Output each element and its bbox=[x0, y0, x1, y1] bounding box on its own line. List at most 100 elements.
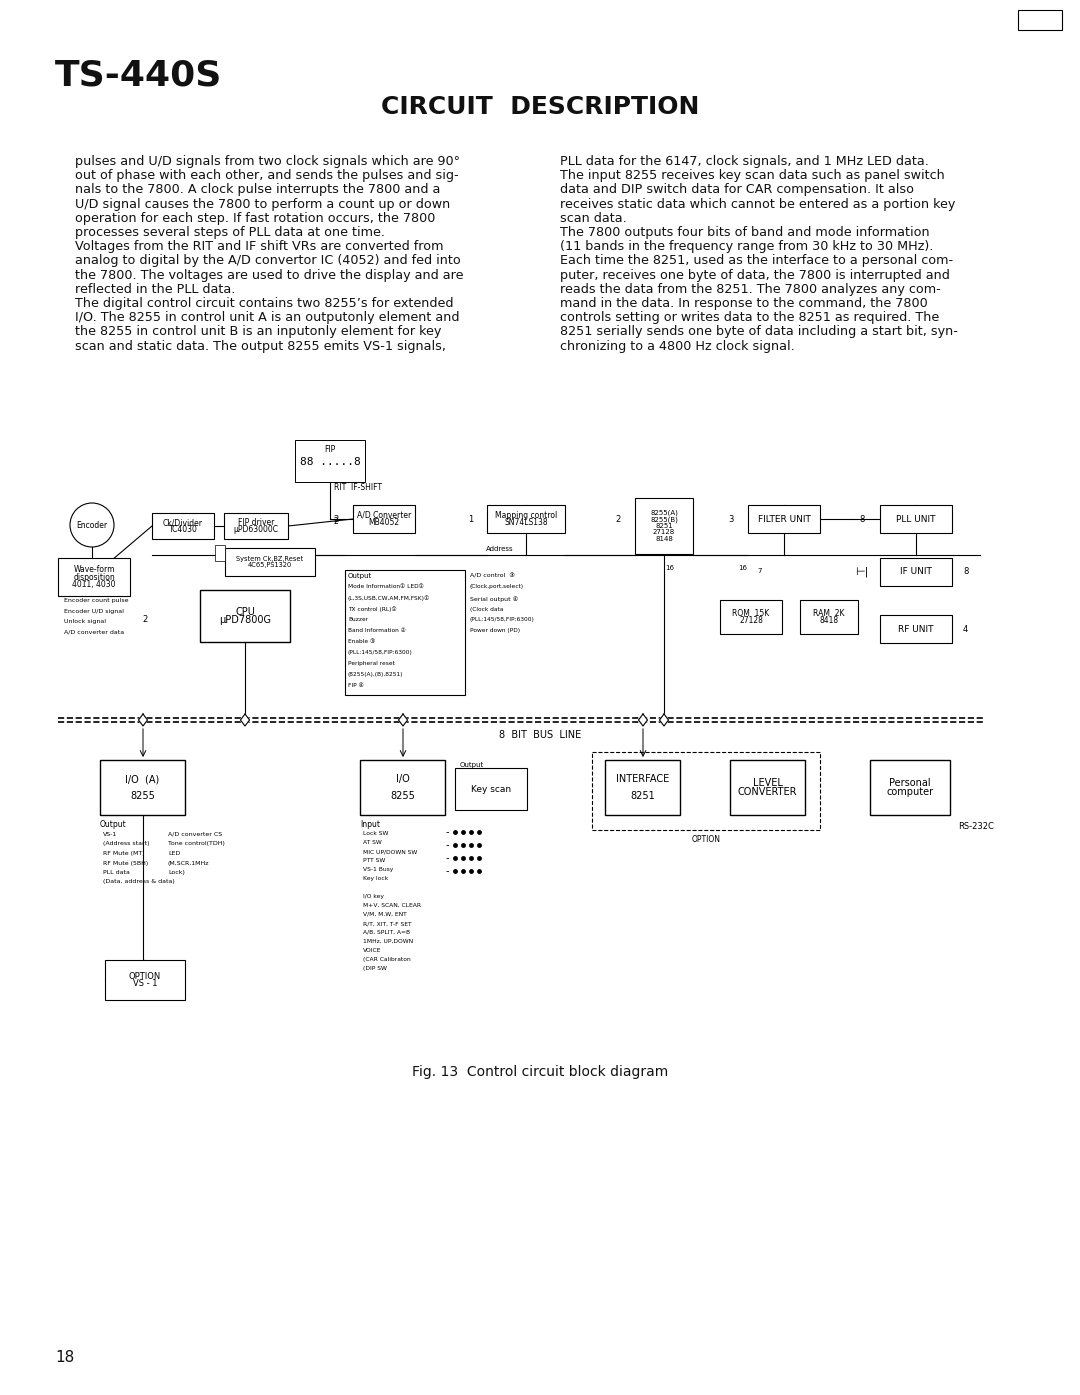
Text: OPTION: OPTION bbox=[129, 972, 161, 981]
Bar bbox=[487, 505, 565, 533]
Text: A/D Converter: A/D Converter bbox=[356, 511, 411, 520]
Text: 4: 4 bbox=[963, 625, 969, 633]
Text: OPTION: OPTION bbox=[691, 836, 720, 844]
Text: (CAR Calibraton: (CAR Calibraton bbox=[363, 957, 410, 963]
Text: VS - 1: VS - 1 bbox=[133, 979, 158, 988]
Text: Encoder U/D signal: Encoder U/D signal bbox=[64, 608, 124, 614]
Text: I/O key: I/O key bbox=[363, 894, 383, 898]
Text: RAM  2K: RAM 2K bbox=[813, 610, 845, 618]
Text: (PLL:145/58,FIP:6300): (PLL:145/58,FIP:6300) bbox=[348, 650, 413, 656]
Text: reflected in the PLL data.: reflected in the PLL data. bbox=[75, 283, 235, 296]
Text: FILTER UNIT: FILTER UNIT bbox=[757, 515, 810, 523]
Text: Peripheral reset: Peripheral reset bbox=[348, 661, 395, 665]
Text: MIC UP/DOWN SW: MIC UP/DOWN SW bbox=[363, 850, 417, 854]
Text: A/B, SPLIT, A=B: A/B, SPLIT, A=B bbox=[363, 930, 410, 935]
Text: CPU: CPU bbox=[235, 607, 255, 617]
Text: mand in the data. In response to the command, the 7800: mand in the data. In response to the com… bbox=[561, 297, 928, 310]
Text: (11 bands in the frequency range from 30 kHz to 30 MHz).: (11 bands in the frequency range from 30… bbox=[561, 240, 933, 254]
Text: -: - bbox=[445, 866, 449, 876]
Bar bbox=[345, 571, 465, 695]
Text: LED: LED bbox=[168, 851, 180, 857]
Text: ⊢|: ⊢| bbox=[855, 566, 868, 578]
Text: VOICE: VOICE bbox=[363, 949, 381, 953]
Bar bbox=[360, 760, 445, 815]
Text: the 8255 in control unit B is an inputonly element for key: the 8255 in control unit B is an inputon… bbox=[75, 325, 442, 339]
Bar bbox=[748, 505, 820, 533]
Text: Ck/Divider: Ck/Divider bbox=[163, 518, 203, 527]
Text: 16: 16 bbox=[665, 565, 674, 571]
Text: 2: 2 bbox=[334, 518, 338, 526]
Text: data and DIP switch data for CAR compensation. It also: data and DIP switch data for CAR compens… bbox=[561, 183, 914, 197]
Text: computer: computer bbox=[887, 787, 933, 797]
Text: (Clock data: (Clock data bbox=[470, 607, 503, 612]
Text: A/D control  ③: A/D control ③ bbox=[470, 573, 515, 578]
Text: processes several steps of PLL data at one time.: processes several steps of PLL data at o… bbox=[75, 226, 384, 239]
Text: (L,3S,USB,CW,AM,FM,FSK)①: (L,3S,USB,CW,AM,FM,FSK)① bbox=[348, 596, 430, 601]
Text: the 7800. The voltages are used to drive the display and are: the 7800. The voltages are used to drive… bbox=[75, 269, 463, 282]
Text: RF UNIT: RF UNIT bbox=[899, 625, 934, 633]
Text: nals to the 7800. A clock pulse interrupts the 7800 and a: nals to the 7800. A clock pulse interrup… bbox=[75, 183, 441, 197]
Text: 27128: 27128 bbox=[653, 530, 675, 536]
Bar bbox=[880, 558, 951, 586]
Bar bbox=[225, 548, 315, 576]
Text: (Data, address & data): (Data, address & data) bbox=[103, 879, 175, 884]
Text: Tone control(TDH): Tone control(TDH) bbox=[168, 841, 225, 847]
Text: FIP: FIP bbox=[324, 445, 336, 453]
Text: μPD63000C: μPD63000C bbox=[233, 525, 279, 534]
Text: analog to digital by the A/D convertor IC (4052) and fed into: analog to digital by the A/D convertor I… bbox=[75, 254, 461, 268]
Text: 2: 2 bbox=[616, 515, 621, 523]
Text: receives static data which cannot be entered as a portion key: receives static data which cannot be ent… bbox=[561, 198, 956, 211]
Text: Each time the 8251, used as the interface to a personal com-: Each time the 8251, used as the interfac… bbox=[561, 254, 954, 268]
Text: chronizing to a 4800 Hz clock signal.: chronizing to a 4800 Hz clock signal. bbox=[561, 339, 795, 353]
Text: The input 8255 receives key scan data such as panel switch: The input 8255 receives key scan data su… bbox=[561, 169, 945, 183]
Text: TX control (RL)①: TX control (RL)① bbox=[348, 605, 396, 611]
Text: IF UNIT: IF UNIT bbox=[900, 568, 932, 576]
Text: MB4052: MB4052 bbox=[368, 518, 400, 527]
Text: 2: 2 bbox=[334, 515, 339, 523]
Text: (DIP SW: (DIP SW bbox=[363, 965, 387, 971]
Text: A/D converter CS: A/D converter CS bbox=[168, 831, 222, 837]
Text: 2: 2 bbox=[143, 615, 148, 625]
Text: Mode Information① LED①: Mode Information① LED① bbox=[348, 585, 423, 589]
Text: (M,SCR,1MHz: (M,SCR,1MHz bbox=[168, 861, 210, 865]
Bar bbox=[730, 760, 805, 815]
Text: 8255: 8255 bbox=[130, 791, 154, 801]
Text: A/D converter data: A/D converter data bbox=[64, 629, 124, 635]
Text: VS-1: VS-1 bbox=[103, 831, 118, 837]
Text: 8251: 8251 bbox=[630, 791, 654, 801]
Text: disposition: disposition bbox=[73, 572, 114, 582]
Text: 8255: 8255 bbox=[390, 791, 415, 801]
Bar bbox=[455, 769, 527, 810]
Text: R/T, XIT, T-F SET: R/T, XIT, T-F SET bbox=[363, 921, 411, 926]
Bar bbox=[635, 498, 693, 554]
Text: 7: 7 bbox=[757, 568, 761, 573]
Text: 8255(B): 8255(B) bbox=[650, 516, 678, 523]
Text: 16: 16 bbox=[738, 565, 747, 571]
Text: CIRCUIT  DESCRIPTION: CIRCUIT DESCRIPTION bbox=[381, 95, 699, 119]
Text: FIP ④: FIP ④ bbox=[348, 684, 364, 688]
Text: 8: 8 bbox=[860, 515, 865, 523]
Text: ROM  15K: ROM 15K bbox=[732, 610, 770, 618]
Bar bbox=[353, 505, 415, 533]
Text: (Clock,port,select): (Clock,port,select) bbox=[470, 585, 524, 589]
Text: 8251: 8251 bbox=[656, 523, 673, 529]
Bar bbox=[100, 760, 185, 815]
Text: The 7800 outputs four bits of band and mode information: The 7800 outputs four bits of band and m… bbox=[561, 226, 930, 239]
Text: Lock): Lock) bbox=[168, 870, 185, 875]
Text: The digital control circuit contains two 8255’s for extended: The digital control circuit contains two… bbox=[75, 297, 454, 310]
Bar bbox=[224, 513, 288, 538]
Text: 3: 3 bbox=[728, 515, 733, 523]
Text: I/O: I/O bbox=[395, 774, 409, 784]
Text: Encoder: Encoder bbox=[77, 520, 108, 530]
Text: out of phase with each other, and sends the pulses and sig-: out of phase with each other, and sends … bbox=[75, 169, 459, 183]
Text: TS-440S: TS-440S bbox=[55, 59, 222, 92]
Text: M+V, SCAN, CLEAR: M+V, SCAN, CLEAR bbox=[363, 903, 421, 908]
Bar bbox=[880, 505, 951, 533]
Text: Buzzer: Buzzer bbox=[348, 617, 368, 622]
Text: FIP driver: FIP driver bbox=[238, 518, 274, 527]
Text: AT SW: AT SW bbox=[363, 840, 381, 845]
Text: VS-1 Busy: VS-1 Busy bbox=[363, 868, 393, 872]
Bar bbox=[800, 600, 858, 633]
Text: 8251 serially sends one byte of data including a start bit, syn-: 8251 serially sends one byte of data inc… bbox=[561, 325, 958, 339]
Polygon shape bbox=[241, 714, 249, 725]
